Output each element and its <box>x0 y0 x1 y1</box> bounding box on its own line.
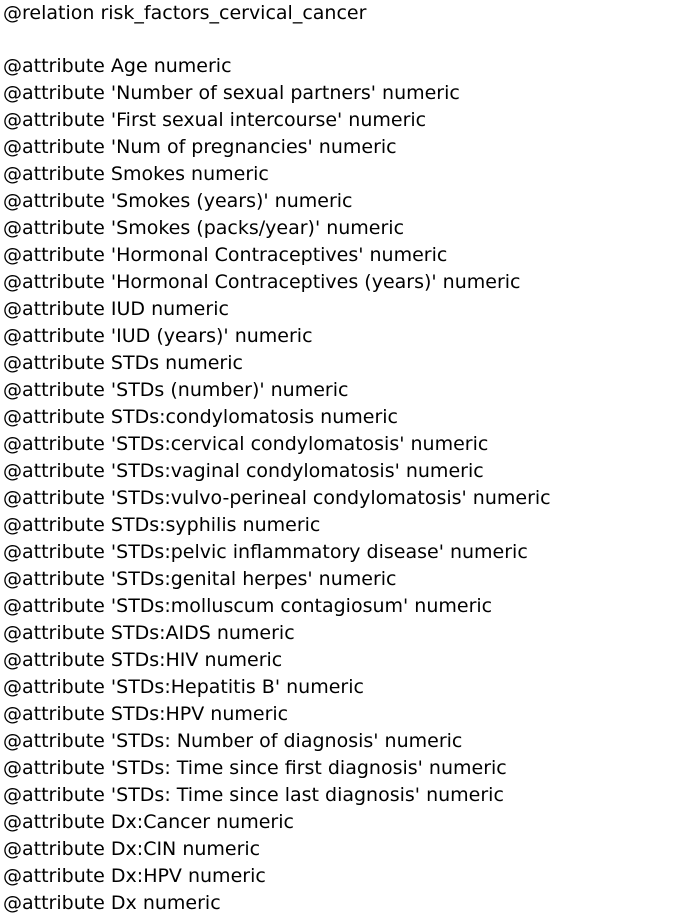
attribute-line: @attribute 'STDs: Time since last diagno… <box>3 784 504 806</box>
attribute-line: @attribute STDs:syphilis numeric <box>3 514 321 536</box>
attribute-line: @attribute 'STDs:vaginal condylomatosis'… <box>3 460 484 482</box>
attribute-line: @attribute 'STDs:pelvic inflammatory dis… <box>3 541 528 563</box>
attribute-line: @attribute 'Hormonal Contraceptives' num… <box>3 244 448 266</box>
attribute-line: @attribute 'STDs:cervical condylomatosis… <box>3 433 489 455</box>
attribute-line: @attribute 'Number of sexual partners' n… <box>3 82 460 104</box>
attribute-line: @attribute Dx numeric <box>3 892 221 914</box>
arff-document: @relation risk_factors_cervical_cancer @… <box>3 0 675 916</box>
attribute-line: @attribute 'Hormonal Contraceptives (yea… <box>3 271 521 293</box>
attribute-line: @attribute 'Smokes (packs/year)' numeric <box>3 217 405 239</box>
attribute-line: @attribute STDs numeric <box>3 352 243 374</box>
attribute-line: @attribute 'IUD (years)' numeric <box>3 325 313 347</box>
attribute-line: @attribute STDs:HIV numeric <box>3 649 283 671</box>
attribute-line: @attribute IUD numeric <box>3 298 229 320</box>
blank-line <box>3 27 675 53</box>
attribute-line: @attribute 'STDs: Time since first diagn… <box>3 757 507 779</box>
attribute-line: @attribute Smokes numeric <box>3 163 269 185</box>
attribute-line: @attribute 'Smokes (years)' numeric <box>3 190 353 212</box>
attribute-line: @attribute Dx:Cancer numeric <box>3 811 294 833</box>
attribute-list: @attribute Age numeric @attribute 'Numbe… <box>3 53 675 916</box>
attribute-line: @attribute 'STDs (number)' numeric <box>3 379 349 401</box>
attribute-line: @attribute 'STDs:molluscum contagiosum' … <box>3 595 493 617</box>
attribute-line: @attribute 'STDs: Number of diagnosis' n… <box>3 730 463 752</box>
attribute-line: @attribute 'STDs:vulvo-perineal condylom… <box>3 487 551 509</box>
attribute-line: @attribute STDs:HPV numeric <box>3 703 289 725</box>
attribute-line: @attribute Dx:HPV numeric <box>3 865 266 887</box>
relation-line: @relation risk_factors_cervical_cancer <box>3 2 367 24</box>
attribute-line: @attribute Dx:CIN numeric <box>3 838 261 860</box>
attribute-line: @attribute 'Num of pregnancies' numeric <box>3 136 397 158</box>
attribute-line: @attribute 'First sexual intercourse' nu… <box>3 109 427 131</box>
attribute-line: @attribute 'STDs:Hepatitis B' numeric <box>3 676 364 698</box>
attribute-line: @attribute STDs:AIDS numeric <box>3 622 295 644</box>
attribute-line: @attribute 'STDs:genital herpes' numeric <box>3 568 397 590</box>
attribute-line: @attribute Age numeric <box>3 55 232 77</box>
attribute-line: @attribute STDs:condylomatosis numeric <box>3 406 398 428</box>
